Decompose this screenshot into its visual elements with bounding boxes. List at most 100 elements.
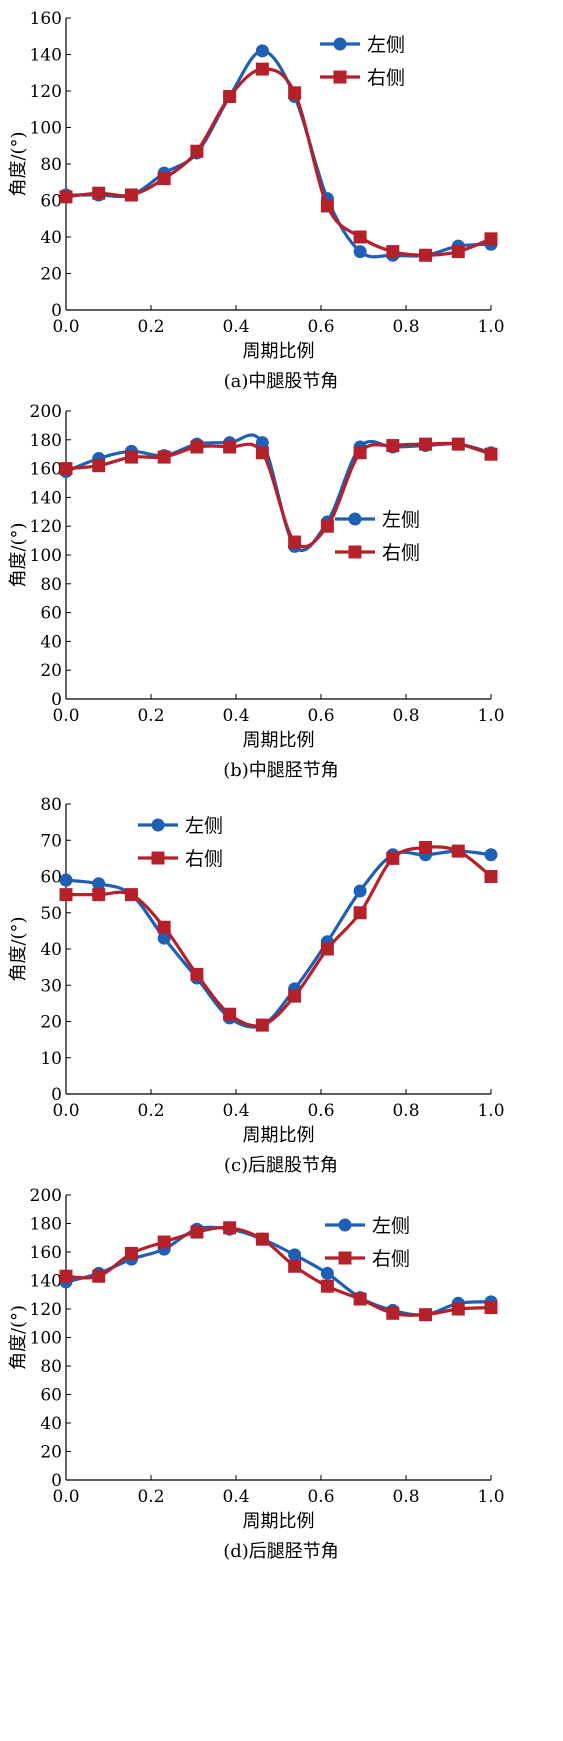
data-point: [157, 172, 171, 186]
series-line: [66, 49, 492, 259]
x-tick-label: 0.6: [307, 706, 334, 726]
legend-label: 左侧: [372, 1215, 410, 1237]
data-point: [353, 884, 367, 898]
data-point: [353, 446, 367, 460]
legend-marker: [151, 851, 165, 865]
legend-marker: [151, 818, 165, 832]
x-tick-label: 0.2: [137, 1487, 164, 1507]
data-point: [288, 989, 302, 1003]
y-tick-label: 160: [30, 460, 62, 480]
x-tick-label: 0.6: [307, 1487, 334, 1507]
data-point: [190, 440, 204, 454]
series-left: [59, 44, 498, 262]
data-point: [190, 1225, 204, 1239]
legend-marker: [333, 70, 347, 84]
series-line: [65, 1225, 492, 1317]
data-point: [157, 1235, 171, 1249]
series-right: [59, 437, 498, 549]
data-point: [451, 844, 465, 858]
data-point: [59, 1269, 73, 1283]
legend-marker: [348, 545, 362, 559]
data-point: [255, 446, 269, 460]
y-tick-label: 0: [51, 1471, 62, 1491]
y-tick-label: 40: [40, 632, 62, 652]
x-tick-label: 1.0: [477, 706, 504, 726]
data-point: [124, 888, 138, 902]
data-point: [124, 450, 138, 464]
data-point: [320, 1266, 334, 1280]
data-point: [419, 437, 433, 451]
data-point: [386, 1306, 400, 1320]
data-point: [386, 439, 400, 453]
data-point: [484, 1301, 498, 1315]
data-point: [288, 1248, 302, 1262]
legend-label: 右侧: [185, 848, 223, 870]
data-point: [223, 1007, 237, 1021]
data-point: [255, 1232, 269, 1246]
y-tick-label: 70: [40, 831, 62, 851]
x-tick-label: 0.2: [137, 317, 164, 337]
y-tick-label: 120: [30, 82, 62, 102]
data-point: [157, 931, 171, 945]
x-tick-label: 1.0: [477, 317, 504, 337]
legend-marker: [338, 1251, 352, 1265]
data-point: [255, 1018, 269, 1032]
legend-label: 右侧: [382, 542, 420, 564]
data-point: [353, 230, 367, 244]
series-left: [59, 844, 498, 1032]
data-point: [190, 144, 204, 158]
legend-marker: [348, 512, 362, 526]
y-tick-label: 80: [40, 155, 62, 175]
x-tick-label: 0.4: [222, 317, 249, 337]
data-point: [451, 245, 465, 259]
x-tick-label: 0.2: [137, 1101, 164, 1121]
chart-panel-4: 0 20 40 60 80 100 120 140 160 180 200 0.0 0.2 0.4 0.6 0…: [8, 1186, 505, 1562]
data-point: [92, 186, 106, 200]
legend-label: 左侧: [185, 815, 223, 837]
y-tick-label: 160: [30, 9, 62, 29]
x-tick-label: 0.6: [307, 317, 334, 337]
x-tick-label: 0.6: [307, 1101, 334, 1121]
y-axis-label: 角度/(°): [8, 131, 29, 196]
y-tick-label: 140: [30, 1272, 62, 1292]
x-tick-label: 0.8: [392, 317, 419, 337]
x-tick-label: 0.0: [52, 1487, 79, 1507]
data-point: [484, 232, 498, 246]
y-tick-label: 20: [40, 265, 62, 285]
y-tick-label: 80: [40, 1357, 62, 1377]
y-tick-label: 180: [30, 1215, 62, 1235]
panel-caption: (a)中腿股节角: [224, 371, 339, 392]
y-tick-label: 40: [40, 228, 62, 248]
x-axis-label: 周期比例: [243, 1125, 315, 1146]
series-line: [65, 849, 492, 1029]
y-tick-label: 200: [30, 1186, 62, 1206]
y-tick-label: 180: [30, 431, 62, 451]
y-tick-label: 60: [40, 604, 62, 624]
y-tick-label: 40: [40, 1414, 62, 1434]
data-point: [92, 888, 106, 902]
data-point: [484, 870, 498, 883]
data-point: [419, 1308, 433, 1322]
y-tick-label: 160: [30, 1243, 62, 1263]
series-right: [59, 1221, 498, 1322]
data-point: [353, 1292, 367, 1306]
y-tick-label: 100: [30, 119, 62, 139]
data-point: [288, 535, 302, 549]
data-point: [451, 1302, 465, 1316]
panel-caption: (d)后腿胫节角: [223, 1541, 339, 1562]
data-point: [386, 851, 400, 865]
legend-marker: [338, 1218, 352, 1232]
y-tick-label: 0: [51, 690, 62, 710]
data-point: [223, 89, 237, 103]
data-point: [124, 188, 138, 202]
data-point: [255, 44, 269, 58]
data-point: [59, 190, 73, 204]
data-point: [288, 1259, 302, 1273]
y-tick-label: 60: [40, 868, 62, 888]
data-point: [320, 942, 334, 956]
data-point: [157, 450, 171, 464]
series-line: [65, 67, 492, 257]
